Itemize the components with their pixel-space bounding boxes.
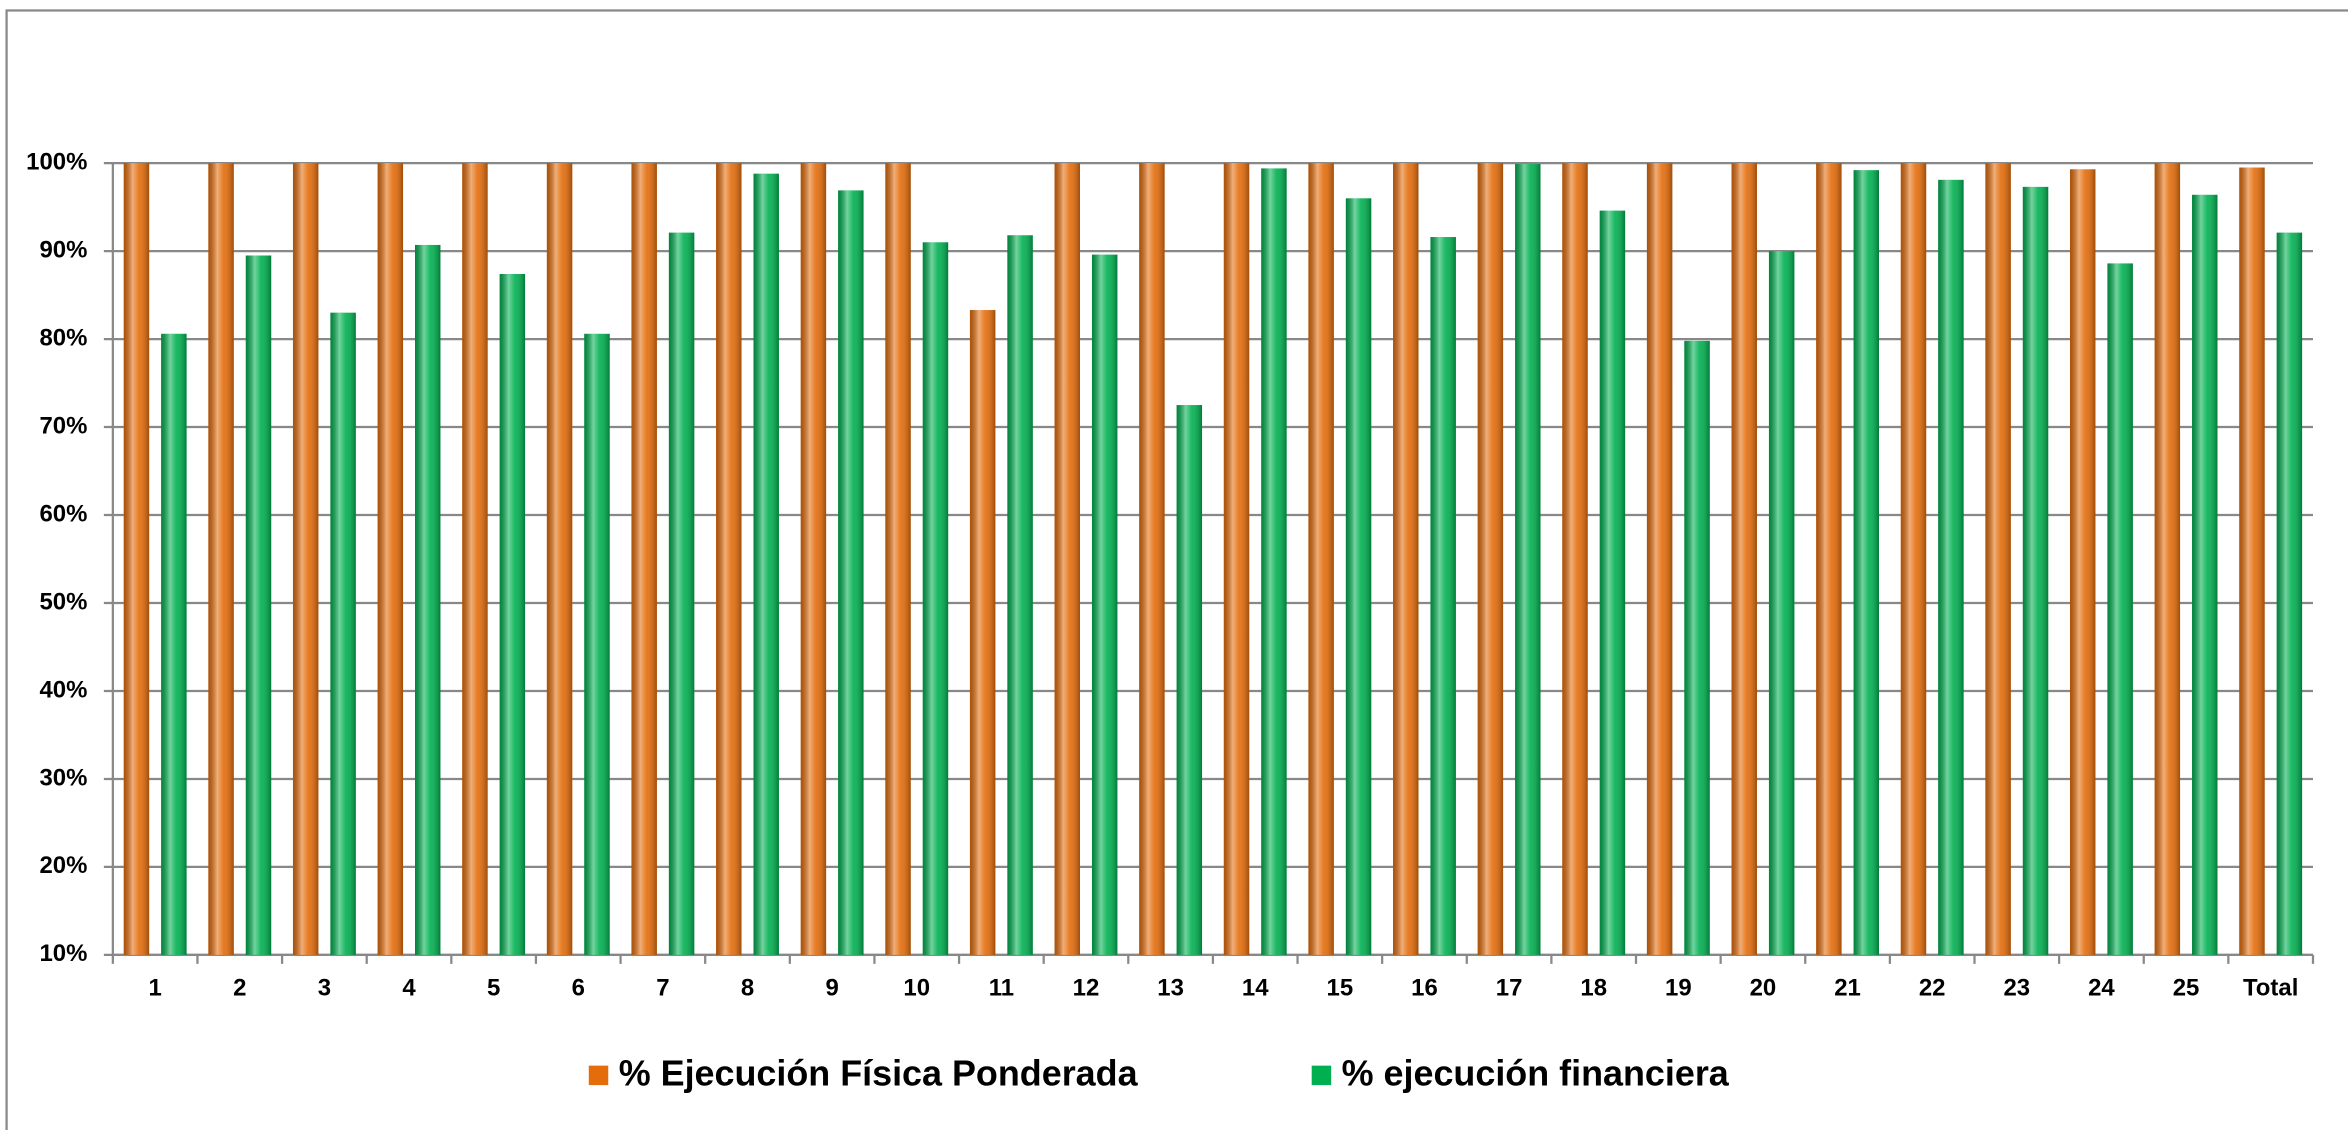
bar-shine [1430, 237, 1456, 955]
x-tick-label: 16 [1411, 975, 1438, 1002]
x-tick-label: 10 [903, 975, 930, 1002]
bar-shine [1393, 163, 1419, 955]
bar-shine [1985, 163, 2011, 955]
bar-shine [1938, 179, 1964, 955]
chart-frame [5, 9, 2348, 1130]
bar-shine [1853, 170, 1879, 955]
y-tick-label: 10% [39, 940, 87, 967]
bar-shine [2239, 167, 2265, 955]
y-tick-label: 40% [39, 676, 87, 703]
x-tick-label: 24 [2088, 975, 2115, 1002]
bar-shine [1768, 251, 1795, 955]
y-tick-label: 90% [39, 236, 87, 263]
x-tick-label: 11 [989, 975, 1014, 1002]
x-tick-label: 21 [1834, 975, 1861, 1002]
x-tick-label: 3 [318, 975, 331, 1002]
bar-shine [838, 190, 864, 955]
x-tick-label: 9 [825, 975, 838, 1002]
bar-shine [922, 242, 949, 955]
bar-shine [1261, 168, 1287, 955]
bar-shine [584, 333, 610, 955]
bar-shine [1900, 163, 1927, 955]
bar-shine [1477, 163, 1504, 955]
bar-shine [753, 173, 779, 955]
x-tick-label: 4 [402, 975, 416, 1002]
bar-shine [1599, 210, 1626, 955]
x-tick-label: 17 [1496, 975, 1523, 1002]
bar-shine [1139, 163, 1165, 955]
bar-shine [969, 310, 996, 955]
bar-shine [800, 163, 827, 955]
x-tick-label: 8 [741, 975, 754, 1002]
bar-shine [668, 232, 695, 955]
bar-shine [462, 163, 488, 955]
x-tick-label: 15 [1327, 975, 1354, 1002]
bar-shine [2276, 232, 2303, 955]
bar-shine [2154, 163, 2181, 955]
bar-shine [1731, 163, 1757, 955]
legend-label: % Ejecución Física Ponderada [619, 1053, 1139, 1094]
bar-shine [161, 333, 187, 955]
x-tick-label: 7 [656, 975, 669, 1002]
bar-shine [716, 163, 742, 955]
x-tick-label: 13 [1157, 975, 1184, 1002]
bar-shine [885, 163, 911, 955]
bar-shine [330, 312, 356, 955]
x-tick-label: 5 [487, 975, 500, 1002]
x-tick-label: 23 [2003, 975, 2030, 1002]
bar-shine [377, 163, 404, 955]
x-tick-label: 1 [148, 975, 161, 1002]
bar-shine [1515, 164, 1541, 955]
bar-shine [292, 163, 319, 955]
bar-shine [1345, 198, 1372, 955]
bar-shine [2192, 194, 2218, 955]
bar-shine [1007, 235, 1033, 955]
bar-shine [2107, 263, 2133, 955]
bar-shine [1816, 163, 1842, 955]
y-tick-label: 60% [39, 500, 87, 527]
x-tick-label: 25 [2173, 975, 2200, 1002]
bar-shine [1223, 163, 1250, 955]
legend-swatch [1311, 1065, 1332, 1086]
x-tick-label: 22 [1919, 975, 1946, 1002]
x-tick-label: 19 [1665, 975, 1692, 1002]
x-tick-label: 12 [1073, 975, 1100, 1002]
bar-shine [1562, 163, 1588, 955]
y-tick-label: 30% [39, 764, 87, 791]
bar-shine [245, 255, 272, 955]
bar-shine [2022, 186, 2049, 955]
bar-shine [123, 163, 150, 955]
x-tick-label: Total [2243, 975, 2298, 1002]
x-tick-label: 14 [1242, 975, 1269, 1002]
x-tick-label: 6 [572, 975, 585, 1002]
bar-shine [1308, 163, 1334, 955]
bar-shine [499, 273, 526, 955]
bar-shine [546, 163, 573, 955]
bar-shine [208, 163, 234, 955]
bar-shine [631, 163, 657, 955]
x-tick-label: 2 [233, 975, 246, 1002]
y-tick-label: 80% [39, 324, 87, 351]
x-tick-label: 20 [1750, 975, 1777, 1002]
bar-shine [2069, 169, 2096, 955]
bar-shine [415, 244, 441, 955]
bar-shine [1684, 340, 1710, 955]
y-tick-label: 20% [39, 852, 87, 879]
bar-shine [1176, 405, 1203, 955]
bar-shine [1091, 254, 1118, 955]
legend-label: % ejecución financiera [1342, 1053, 1730, 1094]
legend-swatch [588, 1065, 609, 1086]
bar-shine [1646, 163, 1673, 955]
y-tick-label: 50% [39, 588, 87, 615]
y-tick-label: 100% [26, 148, 87, 175]
x-tick-label: 18 [1580, 975, 1607, 1002]
y-tick-label: 70% [39, 412, 87, 439]
bar-shine [1054, 163, 1080, 955]
